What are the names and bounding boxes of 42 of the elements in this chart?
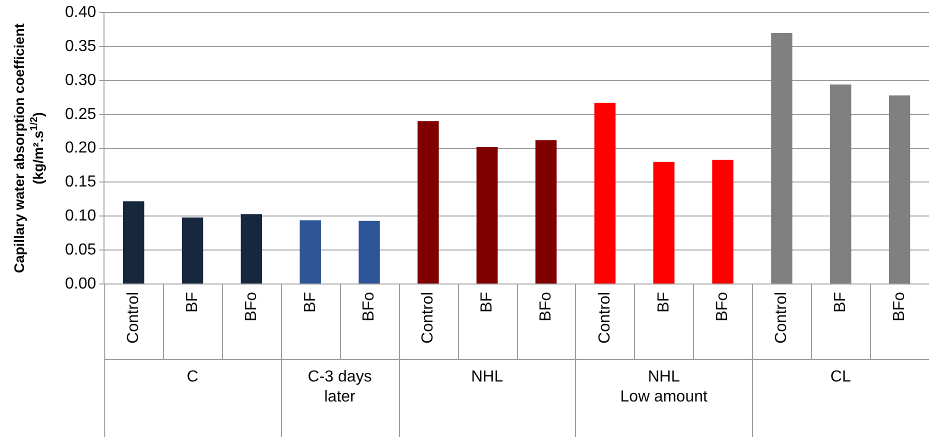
x-tick-label: Control	[596, 292, 614, 344]
text: C	[186, 368, 198, 386]
y-tick-label: 0.40	[65, 4, 96, 22]
bar	[418, 121, 439, 284]
x-tick-label: Control	[773, 292, 790, 344]
bar	[712, 160, 734, 284]
y-tick-label: 0.15	[65, 174, 96, 191]
x-tick-label: BF	[184, 292, 201, 312]
y-tick-label: 0.35	[65, 38, 96, 55]
bar	[182, 218, 204, 284]
y-tick-label: 0.30	[65, 72, 96, 89]
x-tick-label: BF	[302, 292, 319, 312]
x-tick-label: BFo	[537, 292, 554, 322]
y-tick-label: 0.25	[65, 106, 96, 123]
x-tick-label: Control	[420, 292, 437, 344]
bar	[240, 214, 262, 284]
bar	[594, 102, 616, 284]
text: C-3 days later	[308, 368, 372, 406]
x-tick-label: Control	[125, 292, 142, 344]
text: NHL Low amount	[620, 368, 708, 406]
text: CL	[830, 368, 851, 386]
bar	[122, 201, 144, 284]
x-tick-label: BFo	[890, 292, 908, 322]
bar	[535, 140, 557, 284]
y-tick-label: 0.20	[65, 140, 96, 157]
bar	[476, 146, 498, 284]
bar	[300, 220, 321, 284]
bar	[771, 32, 792, 284]
x-tick-label: BF	[655, 292, 672, 312]
bar	[830, 84, 852, 284]
bar	[358, 220, 380, 284]
bar	[653, 162, 674, 284]
x-tick-label: BFo	[242, 292, 260, 322]
x-tick-label: BFo	[360, 292, 378, 322]
y-tick-label: 0.10	[65, 208, 96, 225]
text: NHL	[471, 368, 504, 386]
x-tick-label: BFo	[714, 292, 732, 322]
y-tick-label: 0.05	[65, 241, 96, 258]
x-tick-label: BF	[478, 292, 496, 312]
x-tick-label: BF	[832, 292, 850, 312]
y-tick-label: 0.00	[65, 275, 96, 292]
bar	[888, 95, 910, 284]
